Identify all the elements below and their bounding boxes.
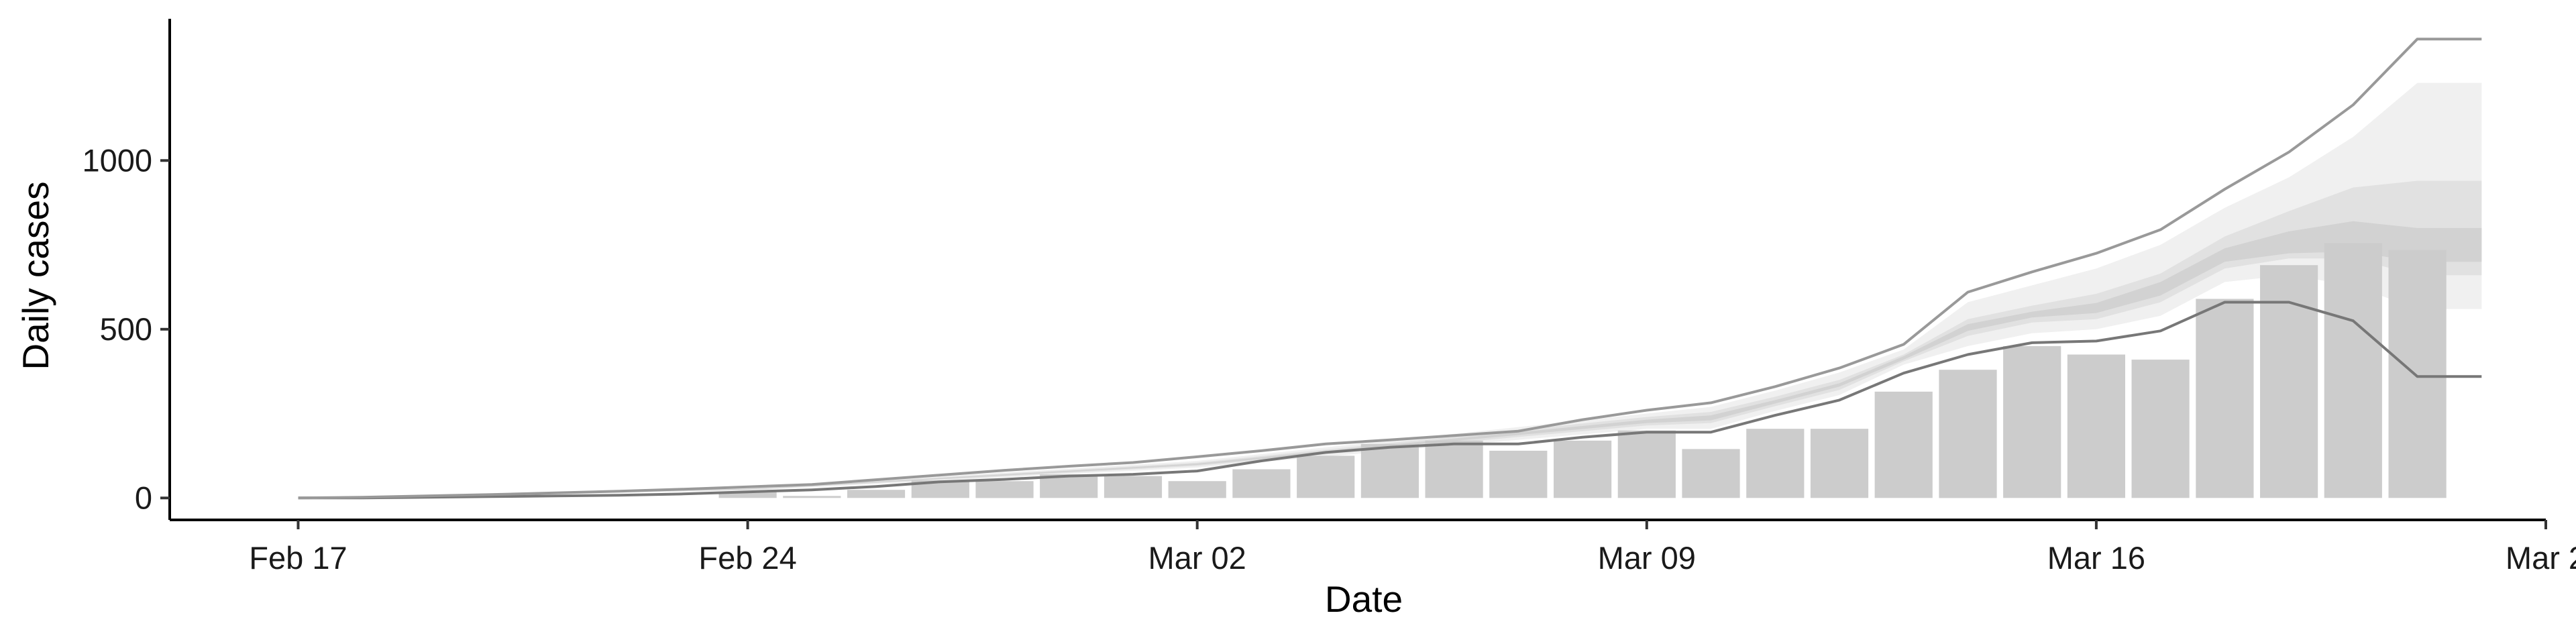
bar-2020-03-20 <box>2324 243 2382 498</box>
x-axis-title: Date <box>1325 578 1403 620</box>
axes: 0 500 1000 Feb 17 Feb 24 Mar 02 Mar 09 Mar 16 Ma… <box>82 19 2576 576</box>
x-tick-label: Mar 09 <box>1598 540 1696 576</box>
x-tick-label: Mar 2 <box>2506 540 2576 576</box>
bar-2020-03-19 <box>2260 265 2318 498</box>
bar-2020-03-10 <box>1682 449 1740 498</box>
band-outer-interval <box>298 83 2482 498</box>
bar-2020-03-07 <box>1489 450 1548 498</box>
bar-2020-03-12 <box>1810 429 1869 498</box>
interval-bands <box>298 83 2482 498</box>
bar-2020-03-08 <box>1554 440 1612 498</box>
band-inner-interval <box>298 221 2482 498</box>
bars-group <box>718 243 2447 498</box>
x-tick-label: Feb 24 <box>698 540 796 576</box>
bar-2020-03-18 <box>2196 299 2254 498</box>
bar-2020-03-11 <box>1746 429 1805 498</box>
bar-2020-03-09 <box>1617 430 1676 498</box>
x-tick-label: Feb 17 <box>249 540 347 576</box>
bar-2020-02-26 <box>847 490 906 498</box>
bar-2020-03-02 <box>1168 481 1226 498</box>
line-lower-bound <box>298 301 2482 500</box>
bar-2020-03-21 <box>2388 250 2447 498</box>
bound-lines <box>298 38 2482 500</box>
bar-2020-02-28 <box>975 481 1034 498</box>
y-tick-label: 0 <box>135 480 152 515</box>
y-tick-label: 1000 <box>82 142 152 178</box>
y-axis-title: Daily cases <box>15 181 56 370</box>
bar-2020-02-24 <box>718 492 777 498</box>
bar-2020-03-16 <box>2067 354 2125 498</box>
bar-2020-03-01 <box>1104 476 1163 498</box>
y-tick-label: 500 <box>100 311 152 347</box>
bar-2020-03-15 <box>2003 345 2061 498</box>
line-upper-bound <box>298 38 2482 500</box>
x-tick-label: Mar 16 <box>2047 540 2145 576</box>
bar-2020-03-17 <box>2131 360 2190 498</box>
x-tick-label: Mar 02 <box>1148 540 1246 576</box>
bar-2020-02-25 <box>783 496 841 498</box>
bar-2020-03-04 <box>1297 455 1355 498</box>
bar-2020-03-05 <box>1360 443 1419 498</box>
bar-2020-03-13 <box>1874 391 1933 498</box>
bar-2020-03-14 <box>1939 370 1997 498</box>
bar-2020-03-03 <box>1232 469 1291 498</box>
bar-2020-03-06 <box>1425 440 1483 498</box>
